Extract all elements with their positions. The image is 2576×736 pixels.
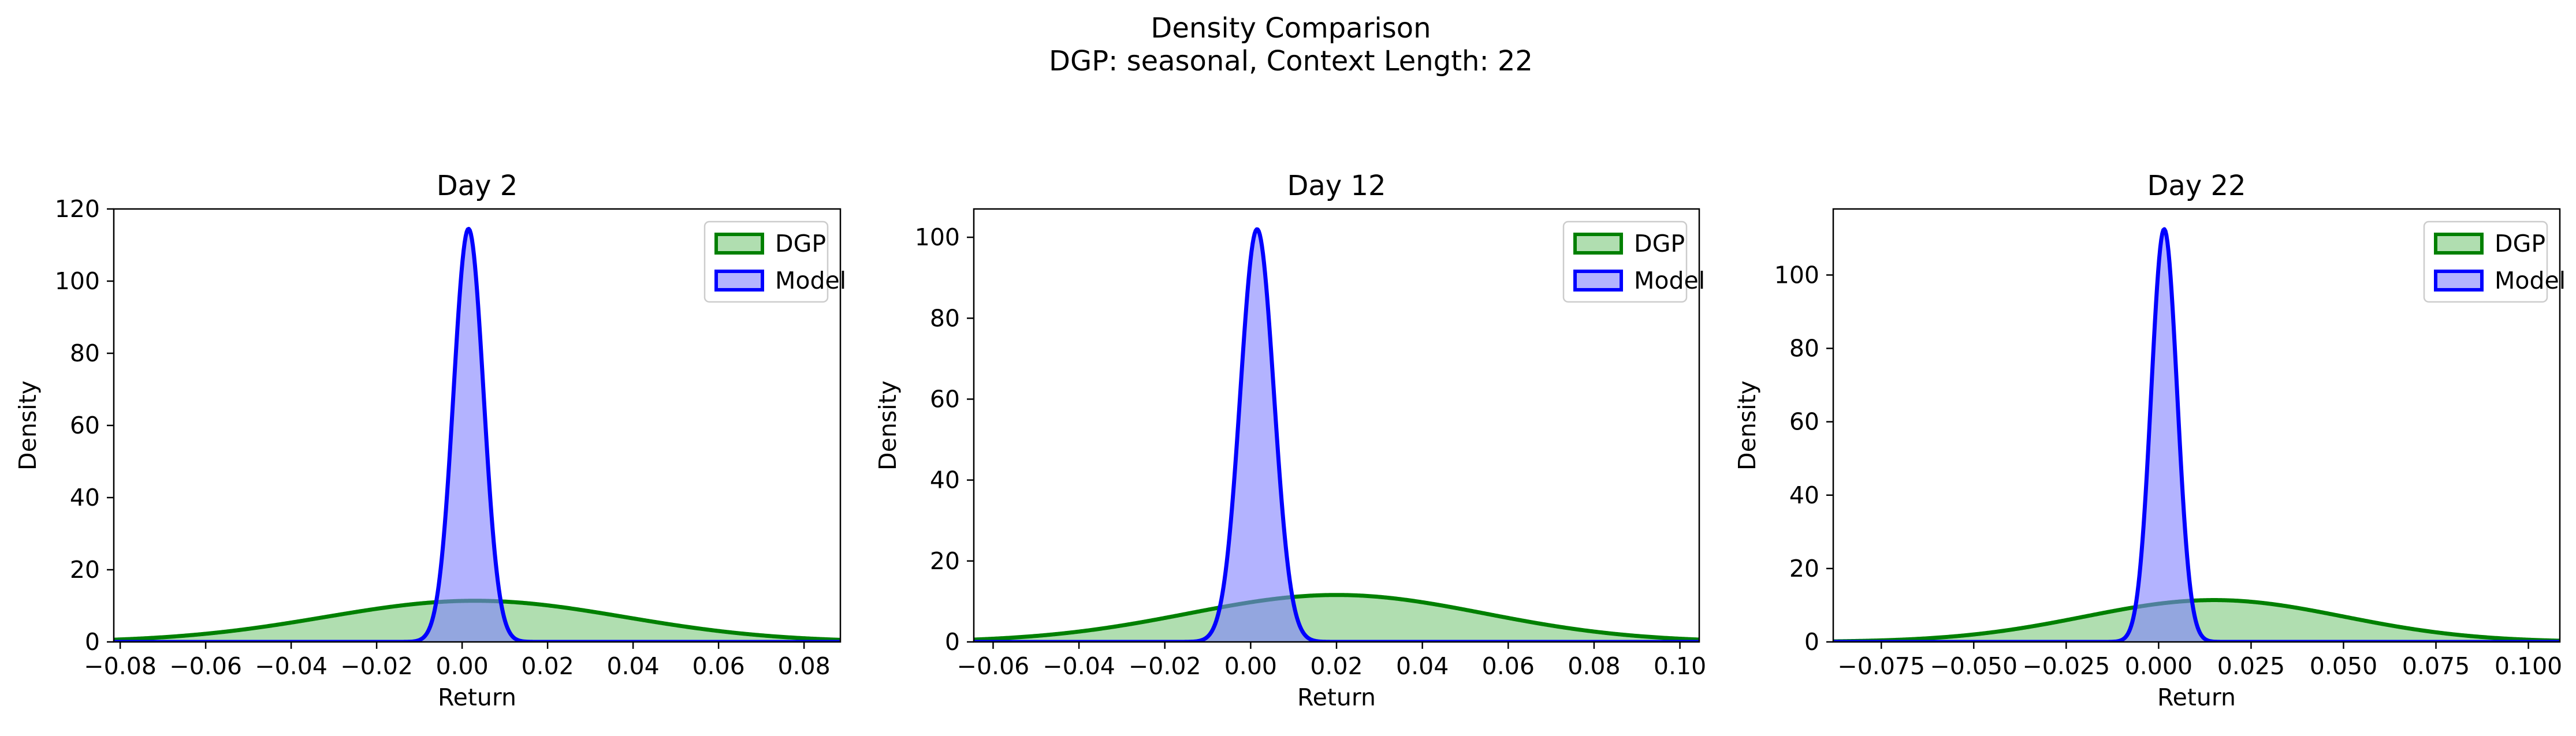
dgp-curve bbox=[974, 593, 1699, 642]
x-tick-label: 0.00 bbox=[435, 652, 488, 680]
x-tick-label: 0.04 bbox=[1396, 652, 1449, 680]
legend-label-model: Model bbox=[2495, 267, 2566, 294]
x-tick-label: −0.050 bbox=[1930, 652, 2017, 680]
x-axis-label: Return bbox=[438, 683, 516, 711]
axes-frame bbox=[1832, 208, 2561, 643]
x-tick-label: −0.02 bbox=[340, 652, 413, 680]
x-tick-label: 0.100 bbox=[2495, 652, 2562, 680]
y-tick-label: 100 bbox=[1774, 261, 1819, 289]
x-tick-label: 0.050 bbox=[2310, 652, 2377, 680]
model-area bbox=[114, 229, 840, 642]
y-tick-label: 100 bbox=[915, 223, 960, 251]
x-tick-label: −0.06 bbox=[957, 652, 1030, 680]
panel-2: −0.06 −0.04 −0.02 0.00 0.02 0.04 0.06 0.08 0.10 0… bbox=[874, 170, 1706, 711]
x-tick-label: 0.02 bbox=[521, 652, 574, 680]
y-tick-label: 60 bbox=[930, 385, 960, 413]
x-tick-label: −0.025 bbox=[2022, 652, 2110, 680]
dgp-curve bbox=[1833, 598, 2560, 642]
legend: DGP Model bbox=[1562, 221, 1705, 303]
x-tick-label: 0.00 bbox=[1224, 652, 1277, 680]
model-curve bbox=[114, 226, 840, 642]
y-tick-label: 40 bbox=[1789, 481, 1819, 509]
legend-label-dgp: DGP bbox=[775, 230, 826, 257]
model-curve bbox=[1833, 227, 2560, 642]
y-tick-label: 40 bbox=[70, 484, 100, 511]
y-axis-label: Density bbox=[14, 380, 42, 470]
figure-title: Density Comparison bbox=[1151, 12, 1431, 44]
y-tick-label: 20 bbox=[1789, 555, 1819, 582]
y-tick-label: 20 bbox=[70, 556, 100, 584]
x-tick-label: −0.04 bbox=[255, 652, 327, 680]
x-tick-label: −0.075 bbox=[1837, 652, 1925, 680]
x-tick-label: 0.08 bbox=[1568, 652, 1620, 680]
plot-area bbox=[114, 226, 840, 642]
y-tick-label: 0 bbox=[1804, 628, 1819, 656]
figure-subtitle: DGP: seasonal, Context Length: 22 bbox=[1049, 45, 1533, 77]
panel-title: Day 22 bbox=[2147, 170, 2246, 202]
x-tick-label: 0.06 bbox=[692, 652, 744, 680]
y-tick-label: 80 bbox=[930, 304, 960, 332]
x-tick-label: 0.02 bbox=[1310, 652, 1363, 680]
x-tick-label: 0.075 bbox=[2402, 652, 2470, 680]
x-tick-label: 0.04 bbox=[606, 652, 659, 680]
legend-swatch-model bbox=[2434, 270, 2484, 292]
legend-swatch-dgp bbox=[714, 233, 764, 255]
y-tick-label: 100 bbox=[55, 267, 100, 295]
dgp-area bbox=[974, 595, 1699, 642]
y-tick-label: 80 bbox=[1789, 335, 1819, 363]
x-tick-label: 0.025 bbox=[2217, 652, 2285, 680]
x-tick-label: −0.08 bbox=[84, 652, 157, 680]
legend-swatch-model bbox=[1573, 270, 1623, 292]
x-tick-label: 0.000 bbox=[2125, 652, 2192, 680]
x-tick-label: 0.06 bbox=[1482, 652, 1535, 680]
y-tick-label: 40 bbox=[930, 466, 960, 494]
panel-title: Day 2 bbox=[437, 170, 518, 202]
y-tick-label: 0 bbox=[945, 628, 960, 656]
legend-label-model: Model bbox=[1634, 267, 1705, 294]
x-tick-label: −0.06 bbox=[169, 652, 242, 680]
y-tick-label: 60 bbox=[1789, 408, 1819, 436]
legend-swatch-dgp bbox=[1573, 233, 1623, 255]
y-tick-label: 120 bbox=[55, 195, 100, 223]
panel-3: −0.075 −0.050 −0.025 0.000 0.025 0.050 0.075 0.… bbox=[1733, 170, 2566, 711]
panel-title: Day 12 bbox=[1287, 170, 1386, 202]
x-tick-label: −0.04 bbox=[1043, 652, 1115, 680]
x-tick-label: 0.10 bbox=[1654, 652, 1706, 680]
plot-area bbox=[1833, 227, 2560, 642]
legend: DGP Model bbox=[703, 221, 846, 303]
x-axis-label: Return bbox=[1297, 683, 1376, 711]
x-tick-label: 0.08 bbox=[777, 652, 830, 680]
y-tick-label: 20 bbox=[930, 547, 960, 575]
y-tick-label: 60 bbox=[70, 412, 100, 439]
y-tick-label: 0 bbox=[85, 628, 100, 656]
legend-swatch-dgp bbox=[2434, 233, 2484, 255]
legend: DGP Model bbox=[2423, 221, 2566, 303]
legend-label-model: Model bbox=[775, 267, 846, 294]
panel-1: −0.08 −0.06 −0.04 −0.02 0.00 0.02 0.04 0.06 0.08… bbox=[14, 170, 846, 711]
y-tick-label: 80 bbox=[70, 339, 100, 367]
x-axis-label: Return bbox=[2157, 683, 2236, 711]
legend-label-dgp: DGP bbox=[2495, 230, 2545, 257]
legend-label-dgp: DGP bbox=[1634, 230, 1685, 257]
y-axis-label: Density bbox=[874, 380, 902, 470]
x-tick-label: −0.02 bbox=[1129, 652, 1201, 680]
legend-swatch-model bbox=[714, 270, 764, 292]
y-axis-label: Density bbox=[1733, 380, 1761, 470]
